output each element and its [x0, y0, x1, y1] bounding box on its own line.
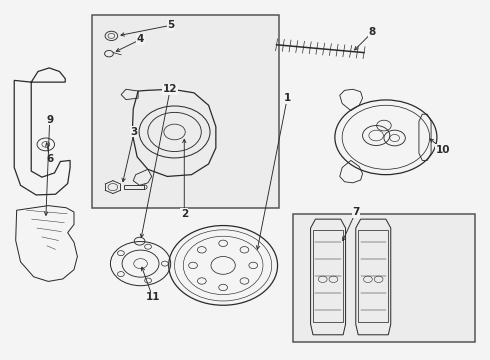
Text: 8: 8 [368, 27, 376, 37]
Text: 5: 5 [168, 20, 175, 30]
Bar [313, 230, 343, 322]
Text: 7: 7 [352, 207, 360, 217]
Text: 1: 1 [284, 93, 291, 103]
Text: 9: 9 [46, 114, 53, 125]
Text: 12: 12 [163, 84, 177, 94]
Text: 10: 10 [436, 145, 450, 155]
Text: 4: 4 [137, 35, 144, 44]
Bar [123, 185, 144, 189]
Bar [92, 14, 279, 208]
Bar [358, 230, 388, 322]
Text: 3: 3 [131, 127, 138, 137]
Text: 2: 2 [181, 209, 188, 219]
Bar [293, 214, 475, 342]
Text: 11: 11 [146, 292, 160, 302]
Text: 6: 6 [46, 154, 53, 164]
